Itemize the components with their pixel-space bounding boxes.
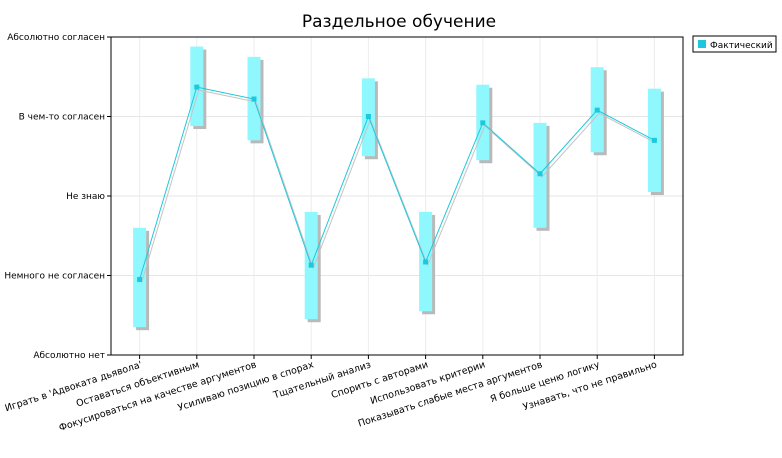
data-point [423, 259, 429, 265]
series-line-shadow [141, 89, 657, 283]
series-line [139, 86, 655, 280]
data-point [594, 107, 600, 113]
y-tick-label: В чем-то согласен [19, 113, 105, 123]
y-tick-label: Немного не согласен [4, 272, 105, 282]
x-axis: Играть в 'Адвоката дьявола'Оставаться об… [4, 355, 658, 434]
x-tick-label: Тщательный анализ [271, 359, 372, 401]
data-point [251, 96, 257, 102]
y-axis: Абсолютно нет Немного не согласен Не знаю В… [4, 33, 111, 361]
y-tick-label: Абсолютно согласен [7, 33, 105, 43]
legend-label: Фактический [710, 41, 773, 51]
series-lines [139, 86, 657, 283]
y-tick-label: Абсолютно нет [33, 351, 105, 361]
legend-swatch [698, 40, 706, 48]
data-point [480, 120, 486, 126]
legend: Фактический [692, 35, 777, 53]
range-bars [133, 46, 664, 331]
legend-box [692, 35, 777, 53]
data-points [137, 84, 657, 282]
data-point [651, 137, 657, 143]
chart-title: Раздельное обучение [302, 12, 496, 32]
data-point [365, 114, 371, 119]
data-point [308, 262, 314, 268]
data-point [137, 276, 143, 282]
y-tick-label: Не знаю [66, 192, 105, 202]
data-point [537, 171, 543, 177]
data-point [194, 84, 200, 90]
